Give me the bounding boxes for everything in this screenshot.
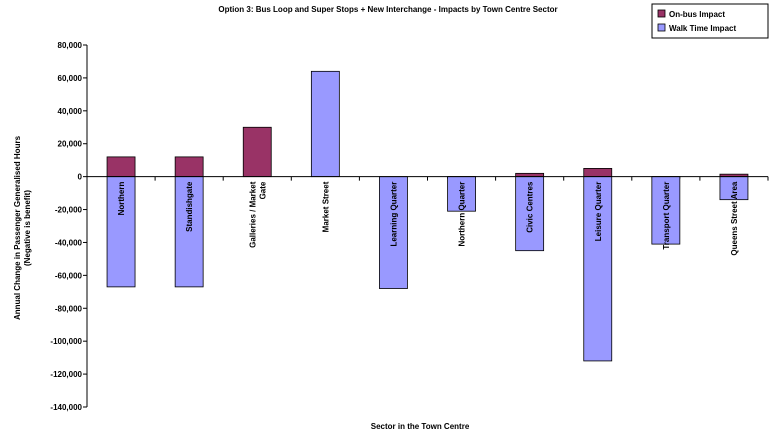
category-label: Transport Quarter [662, 182, 671, 250]
y-tick-label: -140,000 [50, 403, 82, 412]
category-label-line: Galleries / Market [248, 181, 257, 248]
category-label-line: Queens Street Area [730, 181, 739, 256]
bar-walk-time [310, 70, 340, 178]
category-label-line: Northern [117, 182, 126, 216]
legend-label: On-bus Impact [669, 10, 725, 19]
category-label-line: Gate [258, 181, 267, 199]
legend-swatch [657, 9, 666, 18]
y-tick-label: 0 [78, 173, 83, 182]
category-label: Northern Quarter [458, 182, 467, 247]
bar-walk-time [583, 176, 613, 362]
y-tick-label: -40,000 [55, 238, 83, 247]
bar-on-bus [242, 126, 272, 178]
category-label-line: Northern Quarter [458, 182, 467, 247]
category-label-line: Civic Centres [526, 181, 535, 233]
y-tick-label: -100,000 [50, 337, 82, 346]
category-label-line: Learning Quarter [389, 182, 398, 247]
bar-walk-time [379, 176, 408, 289]
bar-walk-time [447, 176, 476, 212]
category-label: Civic Centres [526, 181, 535, 233]
y-tick-label: -60,000 [55, 271, 83, 280]
y-tick-label: -20,000 [55, 206, 83, 215]
category-label: Standishgate [185, 181, 194, 232]
bar-on-bus [174, 156, 204, 178]
x-axis-title: Sector in the Town Centre [371, 422, 470, 431]
y-tick-label: 60,000 [58, 74, 83, 83]
category-label: Queens Street Area [730, 181, 739, 256]
category-label: Learning Quarter [389, 182, 398, 247]
chart-title: Option 3: Bus Loop and Super Stops + New… [218, 5, 557, 14]
y-tick-label: 80,000 [58, 41, 83, 50]
category-label-line: Transport Quarter [662, 182, 671, 250]
bar-walk-time [106, 176, 136, 288]
category-label-line: Leisure Quarter [594, 182, 603, 242]
y-axis-title-line: Annual Change in Passenger Generalised H… [13, 135, 22, 320]
bar-walk-time [174, 176, 204, 288]
y-tick-label: -120,000 [50, 370, 82, 379]
category-label: Northern [117, 182, 126, 216]
y-tick-label: -80,000 [55, 304, 83, 313]
category-label-line: Market Street [321, 181, 330, 232]
y-tick-label: 40,000 [58, 107, 83, 116]
y-axis-title: Annual Change in Passenger Generalised H… [13, 135, 32, 320]
category-label: Leisure Quarter [594, 182, 603, 242]
legend-swatch [657, 23, 666, 32]
y-tick-label: 20,000 [58, 140, 83, 149]
legend-box [651, 3, 769, 39]
plot-area: 80,000 60,000 40,000 20,000 0 -20,000 -40,000 -… [50, 41, 769, 412]
category-label: Galleries / MarketGate [248, 181, 267, 248]
legend: On-bus Impact Walk Time Impact [651, 3, 769, 39]
bar-on-bus [106, 156, 136, 178]
legend-label: Walk Time Impact [669, 24, 736, 33]
category-label: Market Street [321, 181, 330, 232]
bar-on-bus [583, 168, 613, 178]
category-label-line: Standishgate [185, 181, 194, 232]
y-axis-title-line: (Negative is benefit) [23, 190, 32, 266]
bar-walk-time [515, 176, 545, 252]
